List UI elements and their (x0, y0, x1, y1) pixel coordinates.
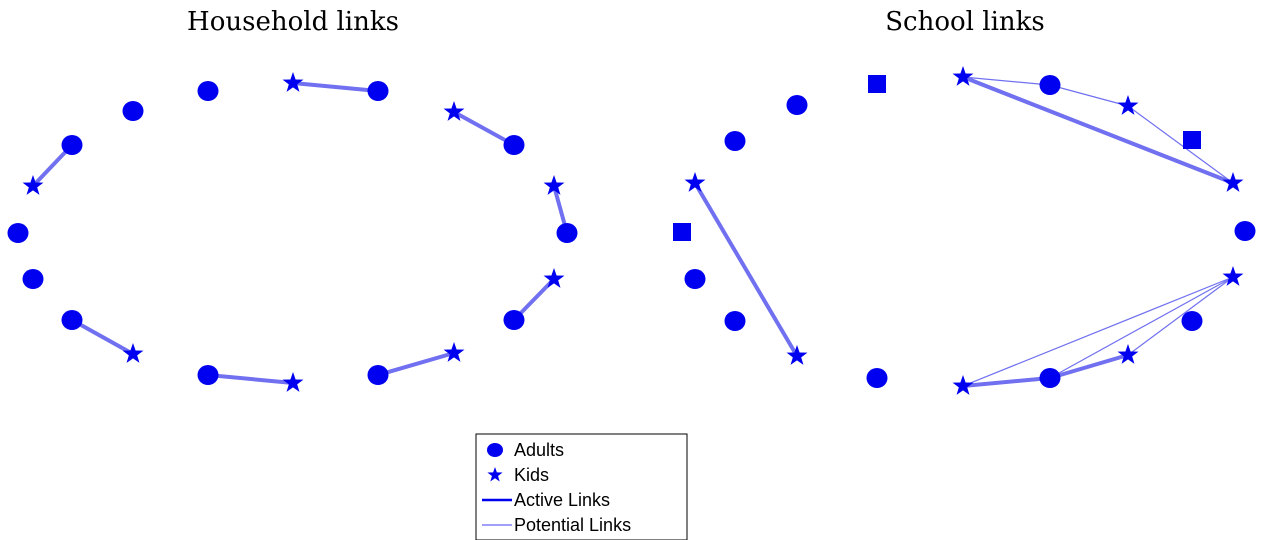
adult-node (1181, 311, 1203, 331)
legend-label: Adults (514, 440, 564, 460)
school-links-title: School links (885, 7, 1044, 37)
kid-node (684, 172, 706, 192)
school-links-nodes (673, 66, 1256, 395)
kid-node (282, 372, 304, 392)
active-link (1049, 353, 1129, 380)
adult-node (122, 101, 144, 121)
legend: Adults Kids Active Links Potential Links (475, 433, 688, 540)
adult-node (1039, 368, 1061, 388)
household-links-title: Household links (187, 7, 399, 37)
household-links-nodes (7, 72, 578, 392)
adult-node (556, 223, 578, 243)
square-node (1183, 131, 1201, 149)
adult-node (503, 310, 525, 330)
household-links-panel: Household links (7, 7, 578, 392)
adult-node (724, 131, 746, 151)
adult-node (866, 368, 888, 388)
legend-label: Kids (514, 465, 549, 485)
legend-box (475, 433, 688, 540)
active-link (962, 376, 1051, 388)
adult-node (22, 269, 44, 289)
kid-node (543, 175, 565, 195)
active-link (292, 81, 379, 93)
adult-node (61, 135, 83, 155)
kid-node (1117, 95, 1139, 115)
adult-node (1234, 221, 1256, 241)
adult-node (61, 310, 83, 330)
legend-label: Potential Links (514, 515, 631, 535)
kid-node (443, 101, 465, 121)
potential-link (1049, 276, 1234, 379)
kid-node (1117, 344, 1139, 364)
adult-node (786, 95, 808, 115)
adult-node (367, 81, 389, 101)
adult-node (7, 223, 29, 243)
potential-link (1049, 84, 1129, 107)
kid-node (786, 345, 808, 365)
adult-node (1039, 75, 1061, 95)
household-links-edges (31, 81, 569, 385)
kid-node (282, 72, 304, 92)
legend-label: Active Links (514, 490, 610, 510)
adult-node (367, 365, 389, 385)
active-link (377, 351, 455, 377)
legend-kid-symbol (487, 467, 503, 482)
potential-link (962, 276, 1234, 387)
active-link (71, 318, 134, 356)
kid-node (952, 375, 974, 395)
adult-node (724, 311, 746, 331)
active-link (207, 373, 294, 385)
adult-node (197, 365, 219, 385)
kid-node (1222, 172, 1244, 192)
square-node (673, 223, 691, 241)
adult-node (684, 269, 706, 289)
school-links-panel: School links (673, 7, 1256, 395)
active-link (693, 181, 799, 358)
kid-node (443, 342, 465, 362)
adult-node (503, 135, 525, 155)
potential-link (1127, 105, 1234, 184)
active-link (962, 75, 1234, 185)
potential-link (962, 76, 1051, 86)
square-node (868, 75, 886, 93)
adult-node (197, 81, 219, 101)
kid-node (122, 343, 144, 363)
kid-node (1222, 266, 1244, 286)
kid-node (543, 268, 565, 288)
kid-node (952, 66, 974, 86)
active-link (453, 110, 515, 147)
kid-node (22, 175, 44, 195)
potential-link (1127, 276, 1234, 356)
legend-adult-symbol (487, 443, 503, 457)
school-links-edges (693, 75, 1234, 388)
